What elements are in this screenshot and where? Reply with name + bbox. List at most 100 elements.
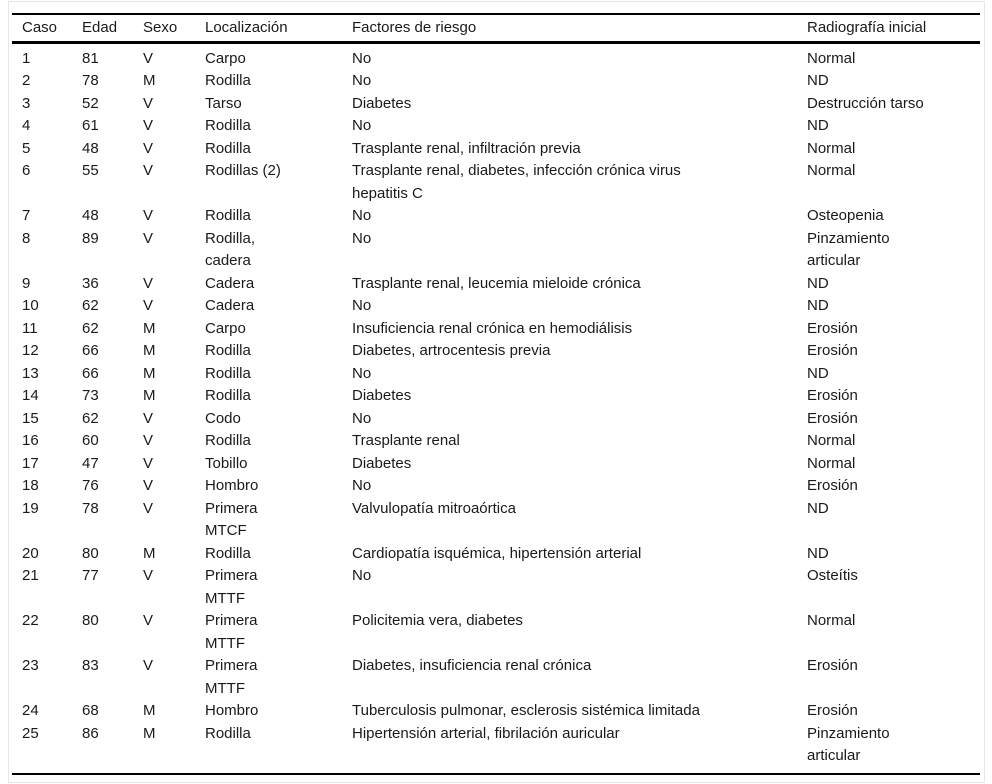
cell-caso: 10 bbox=[22, 297, 39, 314]
cell-factores: No bbox=[352, 364, 372, 382]
table-row: 17 47 V Tobillo Diabetes Normal bbox=[12, 453, 980, 476]
cell-edad: 36 bbox=[82, 274, 99, 292]
cell-caso: 18 bbox=[22, 477, 39, 494]
cell-sexo: V bbox=[143, 274, 154, 292]
cell-sexo: V bbox=[143, 229, 154, 247]
cell-sexo: M bbox=[143, 342, 156, 359]
cell-radiografia: Normal bbox=[807, 49, 856, 67]
cell-radiografia: Erosión bbox=[807, 342, 858, 359]
cell-radiografia: Normal bbox=[807, 139, 856, 157]
cell-caso: 13 bbox=[22, 364, 39, 382]
cell-sexo: V bbox=[143, 454, 154, 472]
cell-localizacion: Cadera bbox=[205, 274, 255, 292]
cell-localizacion: Carpo bbox=[205, 49, 246, 67]
cell-factores: Diabetes bbox=[352, 454, 412, 472]
cell-edad: 62 bbox=[82, 409, 99, 427]
cell-factores: Diabetes, artrocentesis previa bbox=[352, 342, 551, 359]
cell-sexo: M bbox=[143, 702, 156, 719]
cell-sexo: V bbox=[143, 94, 154, 112]
cell-caso: 11 bbox=[22, 319, 38, 337]
cell-factores: Cardiopatía isquémica, hipertensión arte… bbox=[352, 544, 642, 562]
table-row: 22 80 V Primera MTTF Policitemia vera, diabe… bbox=[12, 610, 980, 655]
cell-sexo: M bbox=[143, 364, 156, 382]
cell-localizacion: Rodilla bbox=[205, 544, 251, 562]
cell-factores: No bbox=[352, 229, 372, 247]
cell-edad: 76 bbox=[82, 477, 99, 494]
cell-factores: No bbox=[352, 409, 372, 427]
cell-sexo: V bbox=[143, 297, 154, 314]
cell-radiografia: Erosión bbox=[807, 319, 858, 337]
cell-localizacion: Primera MTTF bbox=[205, 567, 258, 607]
table-row: 25 86 M Rodilla Hipertensión arterial, fibri… bbox=[12, 723, 980, 774]
cell-localizacion: Rodilla bbox=[205, 139, 251, 157]
cases-table: Caso Edad Sexo Localización Factores de … bbox=[12, 13, 980, 775]
cell-radiografia: Pinzamiento articular bbox=[807, 724, 890, 765]
cell-edad: 86 bbox=[82, 724, 99, 742]
cell-sexo: V bbox=[143, 657, 154, 674]
cell-edad: 48 bbox=[82, 207, 99, 224]
cell-localizacion: Rodilla bbox=[205, 207, 251, 224]
cell-localizacion: Rodilla bbox=[205, 387, 251, 404]
cell-localizacion: Rodilla, cadera bbox=[205, 229, 256, 270]
cell-radiografia: Destrucción tarso bbox=[807, 94, 924, 112]
cell-localizacion: Primera MTTF bbox=[205, 657, 258, 697]
cell-sexo: V bbox=[143, 207, 154, 224]
cell-caso: 23 bbox=[22, 657, 39, 674]
table-row: 5 48 V Rodilla Trasplante renal, infiltració… bbox=[12, 138, 980, 161]
cell-radiografia: Erosión bbox=[807, 387, 858, 404]
cell-factores: Valvulopatía mitroaórtica bbox=[352, 499, 516, 517]
cell-edad: 81 bbox=[82, 49, 99, 67]
cell-caso: 15 bbox=[22, 409, 39, 427]
cell-caso: 14 bbox=[22, 387, 39, 404]
cell-localizacion: Rodilla bbox=[205, 364, 251, 382]
table-row: 19 78 V Primera MTCF Valvulopatía mitroaórti… bbox=[12, 498, 980, 543]
cell-radiografia: Normal bbox=[807, 432, 856, 449]
cell-localizacion: Rodilla bbox=[205, 724, 251, 742]
cell-localizacion: Tarso bbox=[205, 94, 242, 112]
cell-caso: 8 bbox=[22, 229, 31, 247]
cell-caso: 9 bbox=[22, 274, 31, 292]
cell-factores: Diabetes bbox=[352, 94, 412, 112]
cell-localizacion: Rodillas (2) bbox=[205, 162, 281, 179]
table-row: 9 36 V Cadera Trasplante renal, leucemia mie… bbox=[12, 273, 980, 296]
cell-localizacion: Primera MTTF bbox=[205, 612, 258, 652]
table-header: Caso Edad Sexo Localización Factores de … bbox=[12, 14, 980, 44]
cell-radiografia: Normal bbox=[807, 612, 856, 629]
cell-factores: Hipertensión arterial, fibrilación auric… bbox=[352, 724, 620, 742]
cell-caso: 22 bbox=[22, 612, 39, 629]
cell-caso: 16 bbox=[22, 432, 39, 449]
cell-sexo: V bbox=[143, 477, 154, 494]
cell-sexo: V bbox=[143, 409, 154, 427]
table-row: 10 62 V Cadera No ND bbox=[12, 295, 980, 318]
cell-localizacion: Rodilla bbox=[205, 342, 251, 359]
cell-edad: 60 bbox=[82, 432, 99, 449]
table-body: 1 81 V Carpo No Normal 2 78 M Rodilla No ND 3 52 V Tars… bbox=[12, 42, 980, 774]
cell-factores: Trasplante renal, diabetes, infección cr… bbox=[352, 162, 681, 202]
cell-caso: 6 bbox=[22, 162, 31, 179]
table-row: 16 60 V Rodilla Trasplante renal Normal bbox=[12, 430, 980, 453]
table-row: 18 76 V Hombro No Erosión bbox=[12, 475, 980, 498]
table-row: 12 66 M Rodilla Diabetes, artrocentesis prev… bbox=[12, 340, 980, 363]
column-header-localizacion: Localización bbox=[195, 14, 342, 44]
cell-caso: 12 bbox=[22, 342, 39, 359]
cell-caso: 5 bbox=[22, 139, 31, 157]
cell-edad: 78 bbox=[82, 72, 99, 89]
cell-radiografia: ND bbox=[807, 72, 829, 89]
cell-localizacion: Carpo bbox=[205, 319, 246, 337]
cell-factores: No bbox=[352, 72, 372, 89]
cell-localizacion: Hombro bbox=[205, 702, 259, 719]
cell-localizacion: Rodilla bbox=[205, 432, 251, 449]
cell-factores: Tuberculosis pulmonar, esclerosis sistém… bbox=[352, 702, 700, 719]
cell-edad: 68 bbox=[82, 702, 99, 719]
cell-caso: 2 bbox=[22, 72, 31, 89]
cell-caso: 1 bbox=[22, 49, 31, 67]
table-row: 14 73 M Rodilla Diabetes Erosión bbox=[12, 385, 980, 408]
cell-edad: 55 bbox=[82, 162, 99, 179]
cell-edad: 73 bbox=[82, 387, 99, 404]
cell-radiografia: ND bbox=[807, 274, 829, 292]
cell-localizacion: Codo bbox=[205, 409, 241, 427]
cell-edad: 48 bbox=[82, 139, 99, 157]
cell-caso: 24 bbox=[22, 702, 39, 719]
cell-edad: 66 bbox=[82, 342, 99, 359]
cell-radiografia: Osteítis bbox=[807, 567, 858, 584]
